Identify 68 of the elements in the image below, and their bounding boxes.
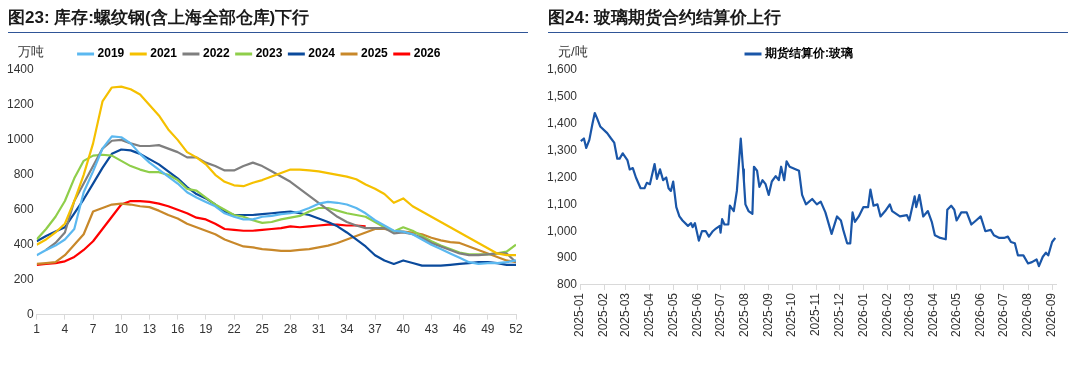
x-tick-label: 22 xyxy=(227,322,242,337)
y-tick-label: 200 xyxy=(13,271,35,286)
y-tick-label: 1,200 xyxy=(547,169,578,184)
legend-label: 2025 xyxy=(361,46,389,61)
x-tick-label: 2026-06 xyxy=(973,292,987,338)
chart-title: 图24: 玻璃期货合约结算价上行 xyxy=(548,6,1068,33)
y-tick-label: 1200 xyxy=(6,97,35,112)
y-tick-label: 800 xyxy=(557,277,578,292)
x-tick-label: 28 xyxy=(283,322,298,337)
legend-label: 2023 xyxy=(255,46,283,61)
x-tick-label: 25 xyxy=(255,322,270,337)
x-tick-label: 2026-07 xyxy=(996,292,1011,338)
x-tick-label: 52 xyxy=(509,322,523,337)
x-tick-label: 2026-08 xyxy=(1020,292,1035,338)
y-tick-label: 1,000 xyxy=(547,223,578,238)
x-tick-label: 1 xyxy=(33,322,41,337)
x-tick-label: 2026-03 xyxy=(901,292,916,338)
x-tick-label: 2025-06 xyxy=(689,292,704,338)
x-tick-label: 2026-04 xyxy=(925,292,940,338)
x-tick-label: 46 xyxy=(452,322,467,337)
legend-label: 2024 xyxy=(308,46,336,61)
y-tick-label: 600 xyxy=(13,202,35,217)
y-tick-label: 1,500 xyxy=(547,89,578,104)
x-tick-label: 31 xyxy=(311,322,326,337)
legend-label: 2019 xyxy=(97,46,125,61)
x-tick-label: 2025-12 xyxy=(831,292,846,338)
x-tick-label: 40 xyxy=(396,322,411,337)
x-tick-label: 7 xyxy=(89,322,97,337)
x-tick-label: 2025-04 xyxy=(642,292,657,338)
x-tick-label: 2025-02 xyxy=(596,292,611,338)
x-tick-label: 13 xyxy=(142,322,157,337)
y-axis-title: 万吨 xyxy=(18,43,44,59)
x-tick-label: 37 xyxy=(368,322,383,337)
x-tick-label: 2026-01 xyxy=(855,292,870,338)
x-tick-label: 2025-03 xyxy=(618,292,633,338)
legend-label: 2026 xyxy=(413,46,441,61)
y-tick-label: 1,100 xyxy=(547,196,578,211)
x-tick-label: 2025-01 xyxy=(572,292,587,338)
legend-label: 2022 xyxy=(202,46,230,61)
x-tick-label: 4 xyxy=(61,322,69,337)
x-tick-label: 2025-07 xyxy=(712,292,727,338)
x-tick-label: 34 xyxy=(340,322,354,337)
legend-label: 2021 xyxy=(150,46,178,61)
y-tick-label: 900 xyxy=(557,250,578,265)
x-tick-label: 2025-05 xyxy=(665,292,680,338)
x-tick-label: 2025-10 xyxy=(784,292,799,338)
y-tick-label: 1,600 xyxy=(547,62,578,77)
legend-label: 期货结算价:玻璃 xyxy=(764,46,853,61)
x-tick-label: 2025-09 xyxy=(761,292,776,338)
x-tick-label: 43 xyxy=(424,322,439,337)
y-tick-label: 1400 xyxy=(6,62,35,77)
y-tick-label: 1,400 xyxy=(547,116,578,131)
x-tick-label: 10 xyxy=(114,322,129,337)
x-tick-label: 2025-08 xyxy=(736,292,751,338)
x-tick-label: 19 xyxy=(199,322,213,337)
y-tick-label: 0 xyxy=(27,306,35,321)
x-tick-label: 2025-11 xyxy=(808,292,823,337)
x-tick-label: 16 xyxy=(170,322,185,337)
y-tick-label: 1000 xyxy=(6,132,35,147)
x-tick-label: 2026-02 xyxy=(879,292,894,338)
x-tick-label: 2026-09 xyxy=(1044,292,1059,338)
x-tick-label: 2026-05 xyxy=(948,292,963,338)
y-tick-label: 1,300 xyxy=(547,142,578,157)
y-tick-label: 400 xyxy=(13,237,35,252)
chart-title: 图23: 库存:螺纹钢(含上海全部仓库)下行 xyxy=(8,6,528,33)
y-axis-title: 元/吨 xyxy=(558,43,588,59)
y-tick-label: 800 xyxy=(13,167,35,182)
x-tick-label: 49 xyxy=(481,322,495,337)
